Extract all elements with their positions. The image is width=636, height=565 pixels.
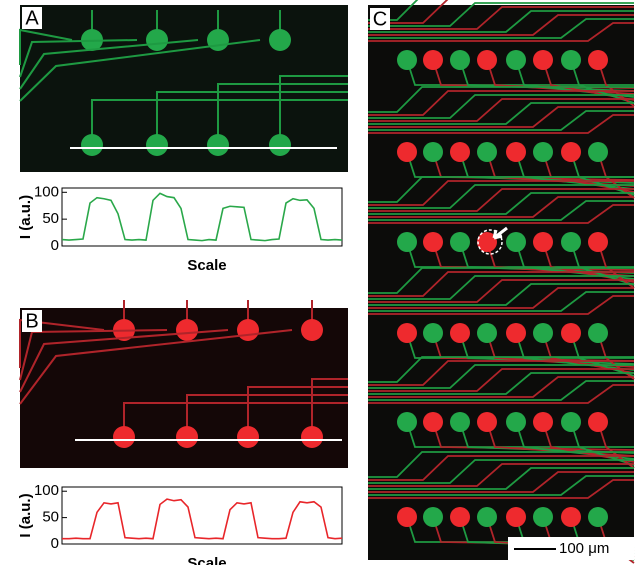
electrode (506, 323, 526, 343)
electrode (477, 507, 497, 527)
page: {"labels": {"a": "A", "b": "B", "c": "C"… (0, 0, 636, 565)
electrode (301, 319, 323, 341)
electrode (477, 50, 497, 70)
y-tick-label: 50 (42, 210, 59, 227)
y-tick-label: 0 (51, 535, 59, 552)
plot-frame (62, 487, 342, 544)
electrode (533, 232, 553, 252)
electrode (533, 50, 553, 70)
electrode (81, 134, 103, 156)
electrode (397, 412, 417, 432)
micrograph (20, 5, 348, 172)
electrode (506, 507, 526, 527)
electrode (237, 426, 259, 448)
electrode (207, 134, 229, 156)
y-tick-label: 100 (34, 183, 59, 200)
electrode (301, 426, 323, 448)
electrode (269, 29, 291, 51)
electrode (506, 50, 526, 70)
electrode (533, 412, 553, 432)
electrode (561, 50, 581, 70)
electrode (423, 50, 443, 70)
y-tick-label: 0 (51, 237, 59, 254)
electrode (506, 142, 526, 162)
electrode (533, 507, 553, 527)
electrode (207, 29, 229, 51)
x-axis-label: Scale (187, 257, 226, 274)
electrode (533, 142, 553, 162)
electrode (146, 134, 168, 156)
electrode (423, 412, 443, 432)
electrode (506, 232, 526, 252)
electrode (397, 142, 417, 162)
electrode (588, 50, 608, 70)
electrode (423, 142, 443, 162)
profile-line (62, 499, 342, 539)
electrode (450, 323, 470, 343)
panel-label: C (373, 8, 387, 30)
electrode (477, 142, 497, 162)
figure: AB050100I (a.u.)Scale050100I (a.u.)Scale… (0, 0, 636, 565)
panel-label: B (25, 310, 38, 332)
electrode (269, 134, 291, 156)
electrode (533, 323, 553, 343)
electrode (588, 507, 608, 527)
electrode (588, 323, 608, 343)
y-axis-label: I (a.u.) (17, 493, 34, 537)
electrode (450, 412, 470, 432)
electrode (477, 412, 497, 432)
electrode (561, 412, 581, 432)
electrode (237, 319, 259, 341)
electrode (588, 412, 608, 432)
electrode (477, 323, 497, 343)
electrode (561, 323, 581, 343)
electrode (450, 507, 470, 527)
panel-label: A (25, 7, 39, 29)
electrode (588, 232, 608, 252)
electrode (450, 142, 470, 162)
electrode (423, 507, 443, 527)
electrode (423, 232, 443, 252)
electrode (397, 323, 417, 343)
electrode (561, 507, 581, 527)
electrode (397, 50, 417, 70)
electrode (561, 232, 581, 252)
y-axis-label: I (a.u.) (17, 195, 34, 239)
electrode (176, 426, 198, 448)
electrode (561, 142, 581, 162)
electrode (176, 319, 198, 341)
profile-line (62, 193, 342, 240)
scale-bar-label: 100 μm (559, 540, 609, 557)
electrode (506, 412, 526, 432)
electrode (113, 426, 135, 448)
x-axis-label: Scale (187, 555, 226, 565)
plot-frame (62, 188, 342, 246)
electrode (397, 232, 417, 252)
electrode (146, 29, 168, 51)
electrode (397, 507, 417, 527)
electrode (450, 232, 470, 252)
electrode (588, 142, 608, 162)
electrode (450, 50, 470, 70)
electrode (423, 323, 443, 343)
y-tick-label: 50 (42, 509, 59, 526)
y-tick-label: 100 (34, 482, 59, 499)
